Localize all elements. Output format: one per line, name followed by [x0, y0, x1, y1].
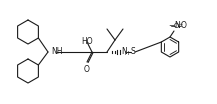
Text: N: N — [174, 22, 180, 30]
Text: HO: HO — [81, 37, 93, 46]
Text: +: + — [178, 22, 182, 27]
Text: S: S — [131, 48, 135, 56]
Text: H: H — [125, 51, 129, 56]
Text: −O: −O — [168, 23, 179, 29]
Text: N: N — [121, 48, 127, 56]
Text: NH: NH — [51, 48, 62, 56]
Text: O: O — [181, 22, 187, 30]
Text: O: O — [84, 65, 90, 74]
